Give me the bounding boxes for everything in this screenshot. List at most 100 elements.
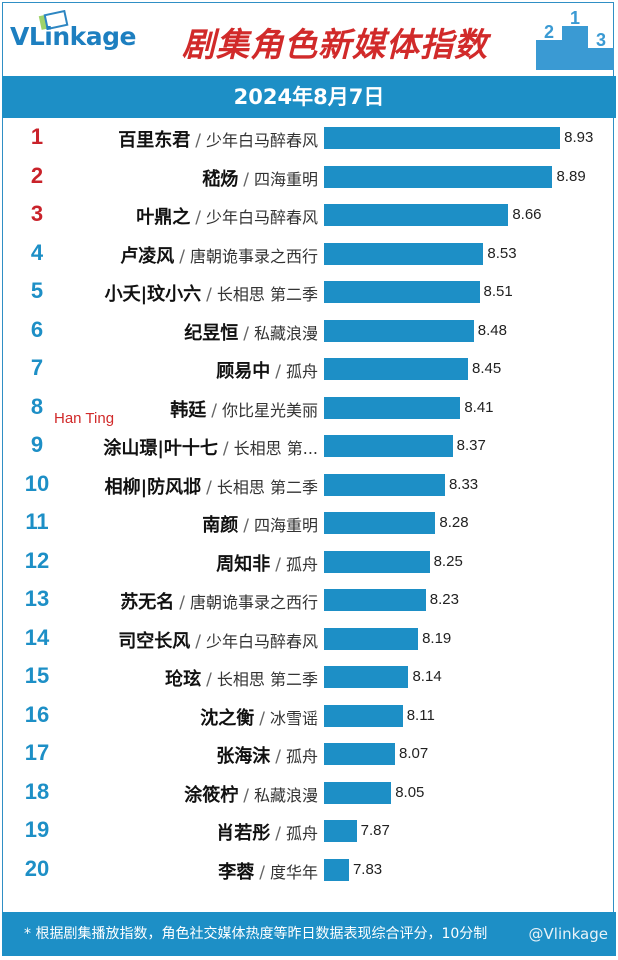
show-name: 孤舟 [285,362,318,381]
value-label: 8.53 [487,244,517,262]
value-label: 8.25 [433,552,463,570]
character-name: 小夭|玟小六 [104,284,202,305]
chart-row: 13 苏无名 / 唐朝诡事录之西行 8.23 [0,580,618,618]
bar [324,781,392,804]
row-label: 涂山璟|叶十七 / 长相思 第... [103,434,318,460]
show-name: 孤舟 [285,554,318,574]
show-name: 长相思 第二季 [216,285,318,304]
bar [324,743,396,765]
row-label: 顾易中 / 孤舟 [216,357,318,383]
character-name: 南颜 [202,515,239,536]
show-name: 唐朝诡事录之西行 [189,593,318,612]
value-label: 8.14 [412,668,442,685]
bar [324,666,409,688]
bar-chart: 1 百里东君 / 少年白马醉春风 8.93 2 嵇炀 / 四海重明 8.89 3 叶鼎之 / 少年白马醉春… [0,118,618,910]
row-label: 司空长风 / 少年白马醉春风 [118,627,318,653]
character-name: 肖若彤 [216,823,271,844]
chart-row: 17 张海沫 / 孤舟 8.07 [0,734,618,772]
value-label: 8.45 [472,360,502,377]
chart-title: 剧集角色新媒体指数 [182,25,488,64]
footer: * 根据剧集播放指数，角色社交媒体热度等昨日数据表现综合评分，10分制 @Vli… [2,912,616,956]
rank-label: 18 [24,778,50,804]
character-name: 叶鼎之 [136,207,191,228]
separator: / [206,670,212,690]
separator: / [195,631,201,652]
watermark: @Vlinkage [528,925,608,943]
character-name: 顾易中 [216,361,271,382]
row-label: 肖若彤 / 孤舟 [216,819,318,845]
logo-cards-icon [38,10,69,31]
chart-row: 5 小夭|玟小六 / 长相思 第二季 8.51 [0,272,618,310]
rank-label: 20 [24,855,50,881]
show-name: 四海重明 [253,516,318,535]
row-label: 沈之衡 / 冰雪谣 [200,704,318,730]
chart-row: 11 南颜 / 四海重明 8.28 [0,503,618,541]
rank-label: 4 [30,239,44,265]
show-name: 冰雪谣 [269,708,318,728]
rank-label: 13 [24,586,50,611]
row-label: 苏无名 / 唐朝诡事录之西行 [120,588,318,614]
show-name: 孤舟 [285,824,318,843]
header: VLinkage 剧集角色新媒体指数 2 1 3 [0,0,618,76]
value-label: 8.07 [399,745,429,762]
rank-label: 11 [25,509,49,534]
character-name: 张海沫 [216,746,271,767]
value-label: 8.66 [512,206,542,223]
show-name: 少年白马醉春风 [205,208,318,227]
bar [324,589,426,611]
bar [324,127,561,149]
separator: / [195,131,201,151]
character-name: 相柳|防风邶 [104,476,202,498]
separator: / [206,477,212,498]
chart-row: 20 李蓉 / 度华年 7.83 [0,850,618,888]
character-name: 百里东君 [118,130,191,151]
bar [324,512,436,534]
value-label: 7.87 [360,822,390,839]
rank-label: 9 [30,432,44,457]
value-label: 8.28 [439,514,469,531]
show-name: 长相思 第... [233,439,318,458]
separator: / [275,824,281,844]
character-name: 玱玹 [165,669,202,690]
separator: / [275,362,281,382]
character-name: 周知非 [216,553,271,575]
chart-row: 3 叶鼎之 / 少年白马醉春风 8.66 [0,195,618,233]
character-name: 司空长风 [118,630,191,652]
character-name: 韩廷 [170,399,207,421]
rank-label: 14 [24,624,50,650]
character-name: 涂山璟|叶十七 [103,438,218,459]
row-label: 叶鼎之 / 少年白马醉春风 [136,203,318,229]
character-name: 卢凌风 [120,245,175,267]
podium-icon: 2 1 3 [536,8,614,70]
logo: VLinkage [10,22,137,51]
chart-row: 1 百里东君 / 少年白马醉春风 8.93 [0,118,618,156]
rank-label: 6 [30,316,44,342]
bar [324,858,349,881]
bar [324,281,480,303]
show-name: 孤舟 [285,747,318,766]
row-label: 玱玹 / 长相思 第二季 [165,665,318,691]
value-label: 8.33 [448,475,479,493]
value-label: 8.48 [477,321,507,339]
rank-label: 5 [30,278,44,303]
footnote: * 根据剧集播放指数，角色社交媒体热度等昨日数据表现综合评分，10分制 [24,926,488,942]
character-name: 纪昱恒 [184,322,239,344]
rank-label: 2 [30,162,44,188]
character-name: 沈之衡 [200,707,255,729]
bar [324,627,419,650]
value-label: 8.11 [406,706,435,724]
svg-text:1: 1 [570,8,580,28]
chart-row: 2 嵇炀 / 四海重明 8.89 [0,157,618,195]
separator: / [179,593,185,613]
row-label: 小夭|玟小六 / 长相思 第二季 [105,280,318,306]
show-name: 私藏浪漫 [253,323,318,343]
bar [324,704,403,727]
row-label: 南颜 / 四海重明 [202,511,318,537]
bar [324,435,453,457]
row-label: 纪昱恒 / 私藏浪漫 [184,319,318,345]
rank-label: 7 [30,355,44,380]
value-label: 8.19 [422,629,452,647]
rank-label: 15 [24,663,50,688]
row-label: 嵇炀 / 四海重明 [202,165,318,191]
